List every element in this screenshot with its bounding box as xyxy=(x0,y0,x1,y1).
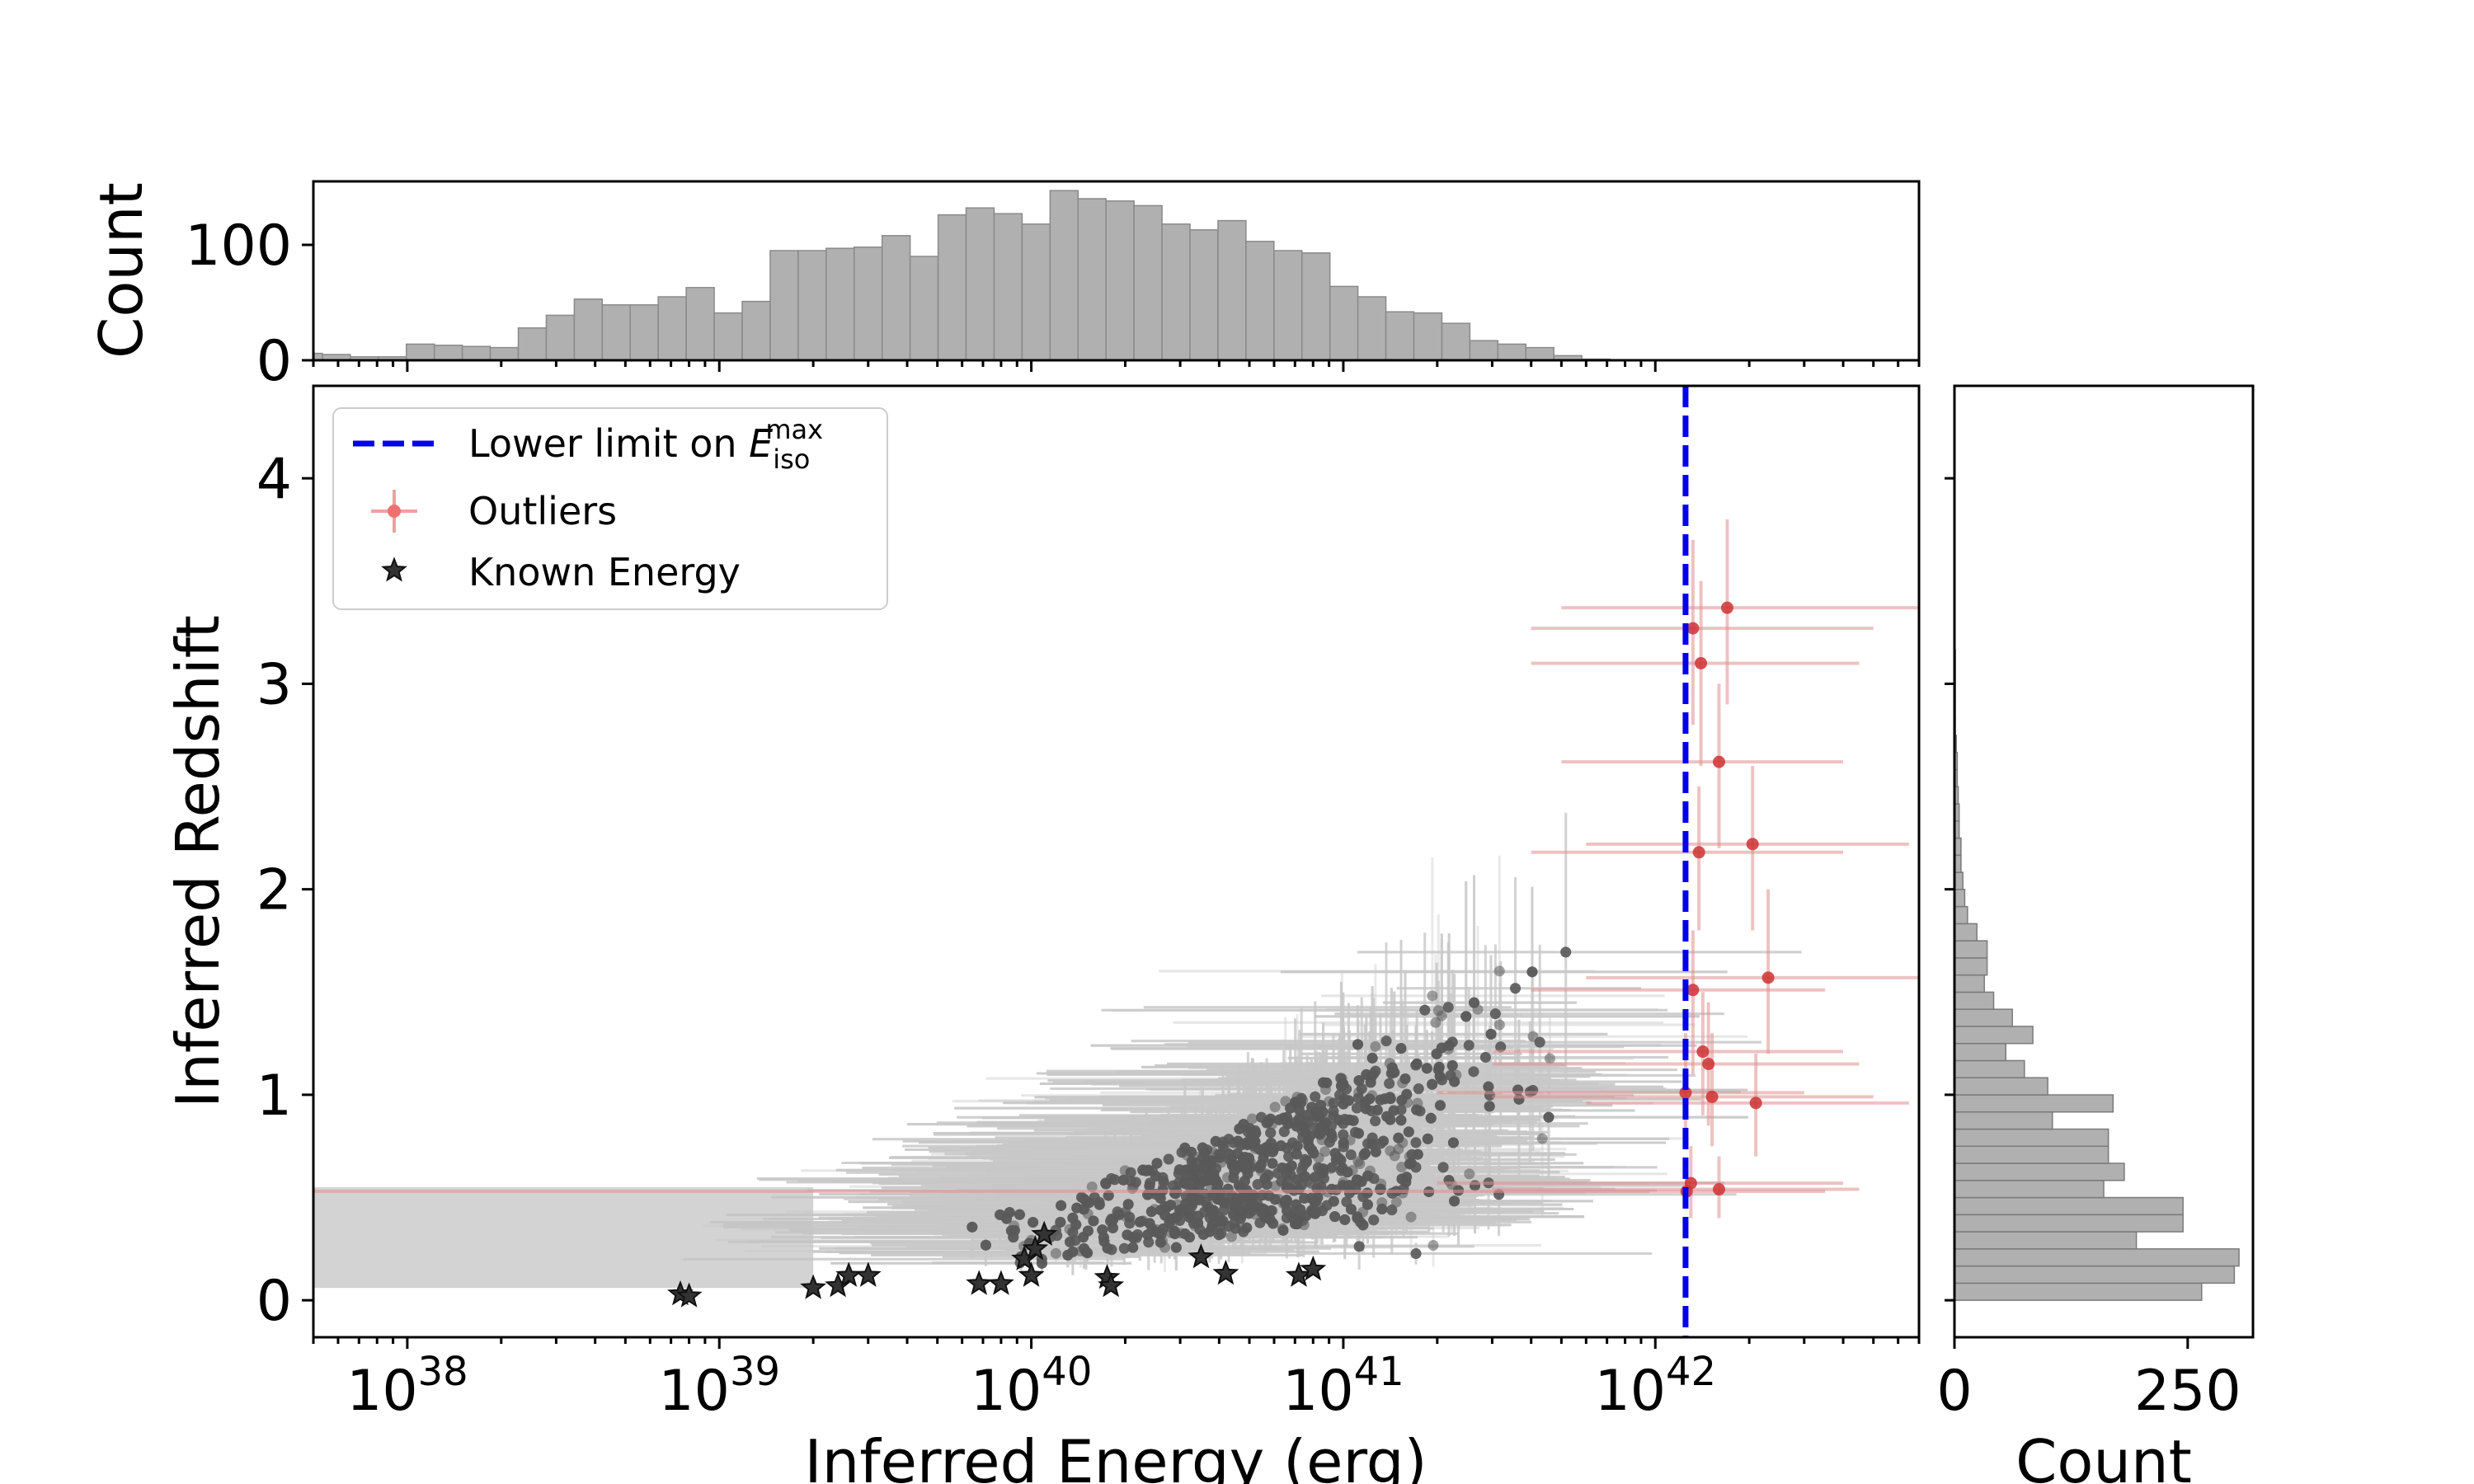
top-histogram-bar xyxy=(1441,322,1471,361)
sample-point xyxy=(1225,1231,1237,1242)
sample-point xyxy=(1354,1158,1366,1170)
sample-point xyxy=(1319,1146,1331,1158)
top-histogram-bar xyxy=(629,304,659,361)
sample-point xyxy=(1544,1053,1555,1064)
top-histogram-bar xyxy=(517,327,548,361)
top-histogram-bar xyxy=(1189,229,1219,361)
top-histogram-bar xyxy=(1245,241,1275,361)
sample-point xyxy=(1050,1247,1061,1259)
top-histogram-y-tick-label: 0 xyxy=(256,329,292,394)
top-histogram-bar xyxy=(713,312,743,361)
top-histogram-bar xyxy=(1469,340,1499,361)
top-histogram-bar xyxy=(545,314,576,361)
top-histogram-bar xyxy=(1077,198,1107,361)
sample-point xyxy=(1427,990,1438,1002)
top-histogram-bar xyxy=(1133,204,1163,361)
top-histogram-bar xyxy=(797,250,827,361)
top-histogram-bar xyxy=(1329,285,1359,361)
sample-point xyxy=(1086,1181,1098,1193)
top-histogram-bar xyxy=(1385,311,1415,361)
top-histogram-bar xyxy=(1049,190,1079,361)
top-histogram-bar xyxy=(1021,223,1051,361)
top-histogram-bars xyxy=(313,190,1611,361)
top-histogram: 0 100 Count xyxy=(87,180,1921,394)
top-histogram-frame xyxy=(312,180,1921,362)
top-histogram-bar xyxy=(741,300,771,361)
top-histogram-bar xyxy=(1105,200,1135,361)
sample-point xyxy=(1396,1162,1408,1173)
sample-point xyxy=(1493,1019,1505,1031)
top-histogram-bar xyxy=(993,213,1023,361)
top-histogram-bar xyxy=(881,235,911,361)
sample-point xyxy=(1269,1101,1281,1113)
sample-point xyxy=(1370,1040,1381,1052)
sample-point xyxy=(1432,1005,1444,1017)
top-histogram-bar xyxy=(769,250,799,361)
top-histogram-bar xyxy=(825,247,855,361)
top-histogram-bar xyxy=(573,298,604,361)
sample-point xyxy=(1405,1211,1417,1223)
top-histogram-bar xyxy=(489,346,520,361)
sample-points xyxy=(967,946,1572,1269)
top-histogram-bar xyxy=(406,343,435,361)
sample-point xyxy=(1246,1113,1258,1125)
top-histogram-y-tick-label: 100 xyxy=(185,214,292,279)
top-histogram-bar xyxy=(1217,219,1247,361)
top-histogram-x-ticks xyxy=(312,360,1921,372)
sample-point xyxy=(1427,1240,1439,1252)
top-histogram-bar xyxy=(657,296,687,361)
top-histogram-bar xyxy=(1273,250,1303,361)
top-histogram-bar xyxy=(1357,296,1387,361)
sample-point xyxy=(1536,1133,1548,1144)
sample-point xyxy=(1464,1168,1475,1180)
sample-point xyxy=(1390,1196,1402,1208)
top-histogram-y-ticks: 0 100 xyxy=(185,214,313,394)
top-histogram-bar xyxy=(937,214,967,361)
top-histogram-bar xyxy=(965,207,995,361)
top-histogram-bar xyxy=(909,256,939,361)
sample-point xyxy=(1393,1144,1404,1155)
sample-error-band xyxy=(313,1187,814,1289)
top-histogram-bar xyxy=(1301,252,1331,361)
top-histogram-bar xyxy=(1161,223,1191,361)
top-histogram-bar xyxy=(854,247,883,361)
sample-point xyxy=(1493,965,1505,977)
top-histogram-bar xyxy=(685,287,715,361)
top-histogram-bar xyxy=(433,345,463,361)
top-histogram-bar xyxy=(601,304,632,361)
top-histogram-bar xyxy=(461,345,492,361)
top-histogram-bar xyxy=(1413,312,1443,361)
top-histogram-ylabel: Count xyxy=(87,182,156,359)
top-histogram-bar xyxy=(1497,343,1527,361)
top-histogram-bar xyxy=(1525,346,1554,361)
